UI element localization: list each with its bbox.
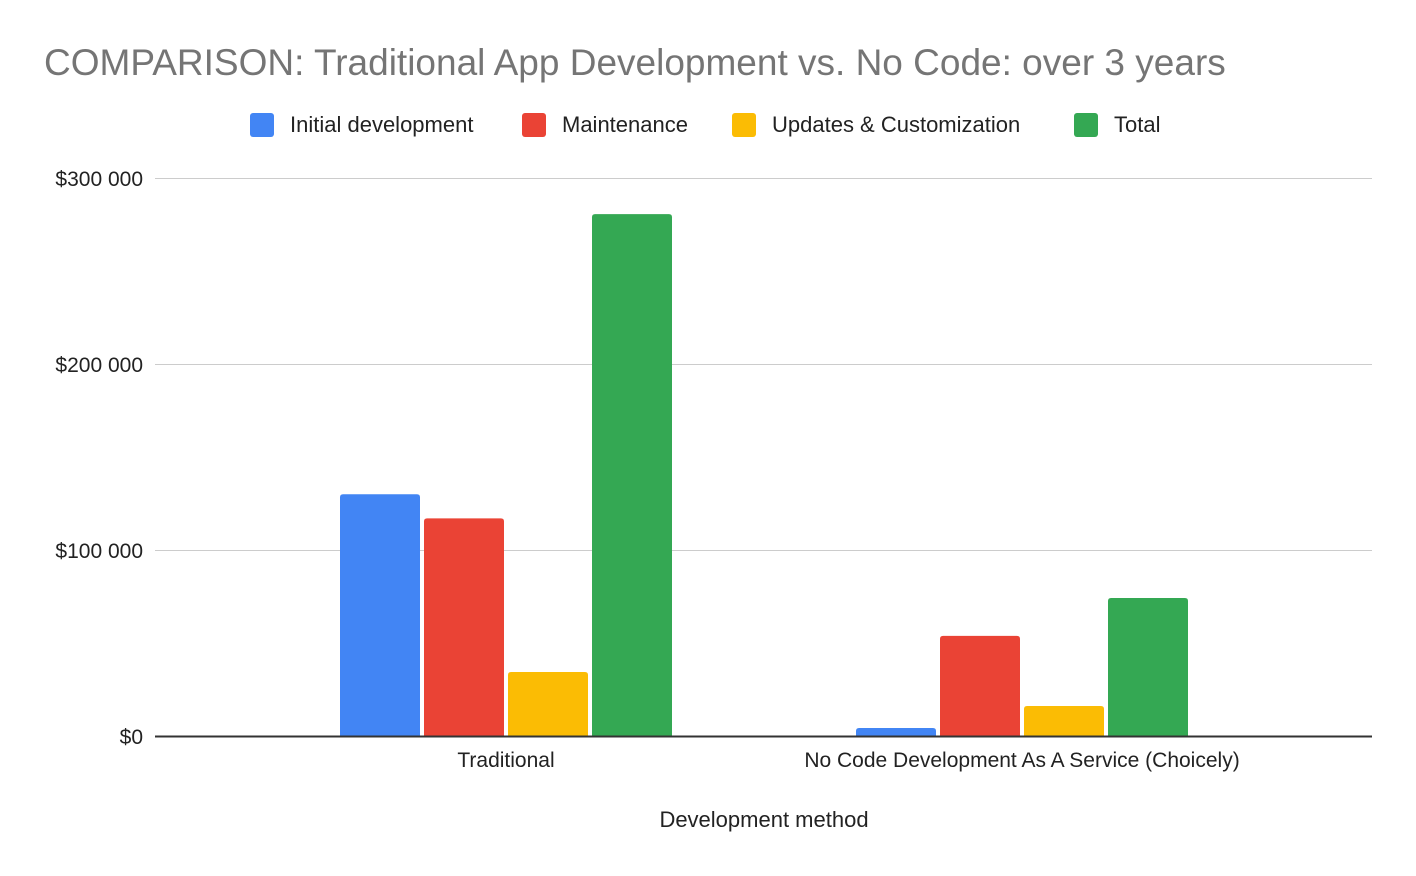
x-axis-title: Development method	[659, 807, 868, 832]
legend: Initial development Maintenance Updates & …	[250, 112, 1160, 137]
bar-updates-customization-0	[508, 672, 588, 736]
y-tick-label: $200 000	[55, 354, 143, 377]
legend-swatch	[250, 113, 274, 137]
legend-swatch	[1074, 113, 1098, 137]
bar-maintenance-1	[940, 635, 1020, 736]
x-tick-labels: Traditional No Code Development As A Serv…	[457, 749, 1239, 772]
bars	[340, 214, 1188, 737]
legend-label: Total	[1114, 112, 1160, 137]
legend-label: Initial development	[290, 112, 473, 137]
chart-title: COMPARISON: Traditional App Development …	[44, 42, 1226, 83]
legend-swatch	[732, 113, 756, 137]
legend-label: Updates & Customization	[772, 112, 1020, 137]
bar-maintenance-0	[424, 518, 504, 736]
y-tick-label: $300 000	[55, 168, 143, 191]
x-tick-label: Traditional	[457, 749, 554, 772]
gridlines: $0 $100 000 $200 000 $300 000	[55, 168, 1372, 749]
y-tick-label: $100 000	[55, 540, 143, 563]
y-tick-label: $0	[120, 726, 143, 749]
bar-updates-customization-1	[1024, 706, 1104, 736]
bar-initial-development-1	[856, 728, 936, 736]
bar-total-1	[1108, 597, 1188, 736]
bar-total-0	[592, 214, 672, 737]
bar-initial-development-0	[340, 494, 420, 736]
legend-label: Maintenance	[562, 112, 688, 137]
x-tick-label: No Code Development As A Service (Choice…	[804, 749, 1239, 772]
legend-swatch	[522, 113, 546, 137]
